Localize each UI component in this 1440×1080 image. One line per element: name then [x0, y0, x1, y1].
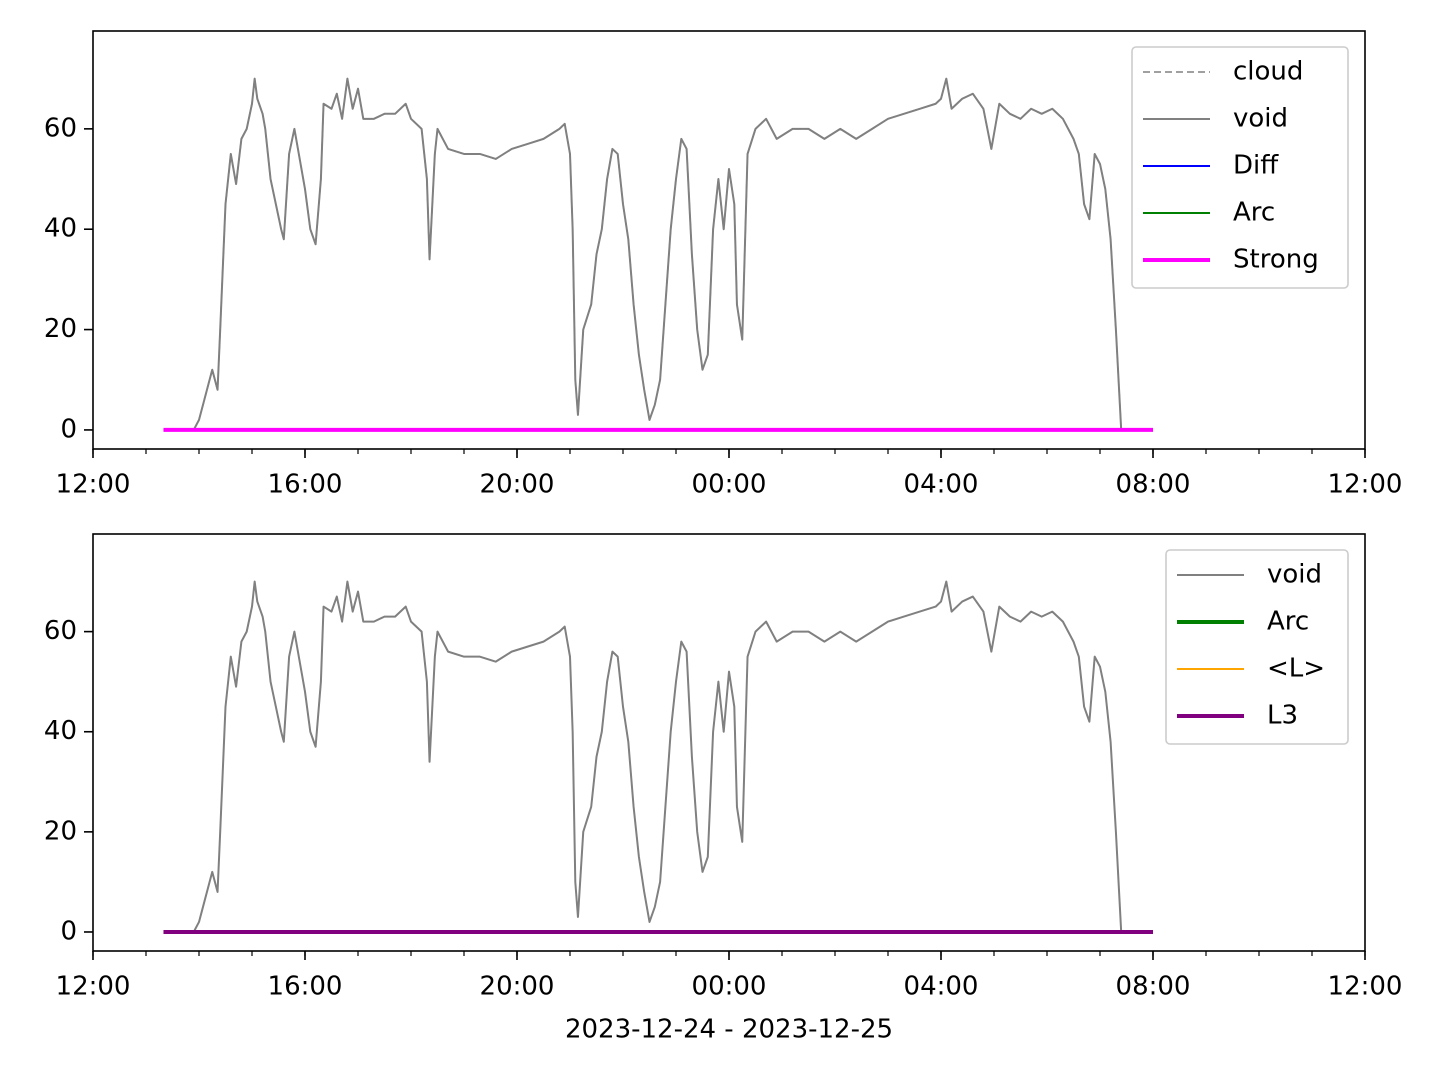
legend-label: Strong	[1233, 245, 1319, 275]
data-line	[192, 77, 1123, 431]
y-tick-label: 20	[44, 816, 77, 846]
axes-frame	[92, 533, 1366, 952]
x-tick-label: 04:00	[904, 470, 979, 500]
x-tick-label: 12:00	[1328, 470, 1403, 500]
y-tick-label: 40	[44, 716, 77, 746]
legend-label: <L>	[1267, 654, 1325, 684]
y-tick-label: 20	[44, 314, 77, 344]
x-tick-label: 16:00	[268, 972, 343, 1002]
data-line	[192, 580, 1123, 933]
x-tick-label: 12:00	[56, 972, 131, 1002]
x-tick-label: 00:00	[692, 470, 767, 500]
data-line	[193, 77, 1122, 431]
x-tick-label: 04:00	[904, 972, 979, 1002]
y-tick-label: 60	[44, 616, 77, 646]
axes: 12:00 16:00 20:00 00:00 04:00 08:00 12:00 0 20 40…	[44, 533, 1403, 1045]
x-tick-label: 00:00	[692, 972, 767, 1002]
y-tick-label: 0	[60, 916, 77, 946]
x-tick-label: 12:00	[56, 470, 131, 500]
legend-label: void	[1267, 560, 1322, 590]
legend-box	[1131, 46, 1349, 289]
x-tick-label: 16:00	[268, 470, 343, 500]
y-tick-label: 60	[44, 113, 77, 143]
x-tick-label: 08:00	[1116, 470, 1191, 500]
y-tick-label: 40	[44, 214, 77, 244]
legend-label: void	[1233, 104, 1288, 134]
legend-label: Diff	[1233, 151, 1279, 181]
legend-label: L3	[1267, 701, 1298, 731]
y-tick-label: 0	[60, 414, 77, 444]
legend: cloud void Diff Arc Strong	[1131, 46, 1349, 289]
legend-box	[1165, 549, 1349, 745]
x-axis-label: 2023-12-24 - 2023-12-25	[565, 1015, 893, 1045]
x-tick-label: 12:00	[1328, 972, 1403, 1002]
legend-label: Arc	[1267, 607, 1309, 637]
legend-label: cloud	[1233, 57, 1303, 87]
x-tick-label: 20:00	[480, 470, 555, 500]
axes: 12:00 16:00 20:00 00:00 04:00 08:00 12:00 0 20 40…	[44, 30, 1403, 500]
axes-frame	[92, 30, 1366, 450]
legend: void Arc <L> L3	[1165, 549, 1349, 745]
x-tick-label: 08:00	[1116, 972, 1191, 1002]
x-tick-label: 20:00	[480, 972, 555, 1002]
legend-label: Arc	[1233, 198, 1275, 228]
